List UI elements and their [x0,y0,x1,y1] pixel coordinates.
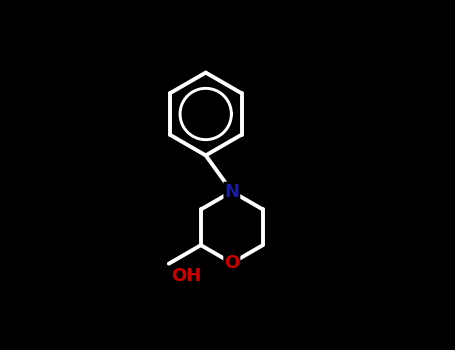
Text: O: O [224,254,239,272]
Text: OH: OH [171,267,201,285]
Text: N: N [224,183,239,201]
